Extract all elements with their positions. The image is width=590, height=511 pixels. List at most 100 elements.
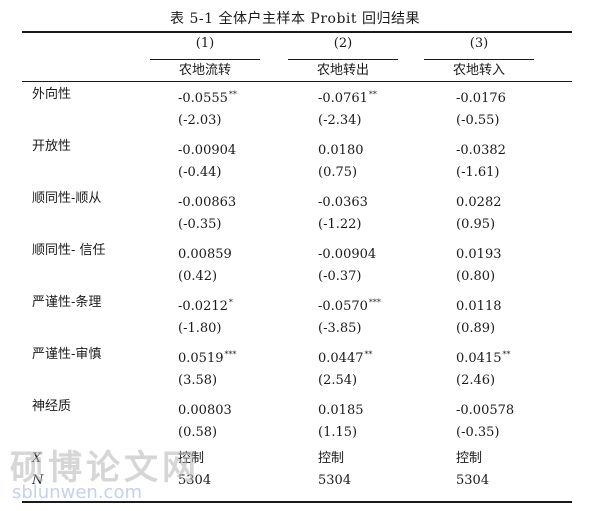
t-statistic: (-3.85)	[318, 321, 362, 336]
coefficient-value: 0.0180	[318, 143, 364, 158]
t-statistic: (-1.80)	[178, 321, 222, 336]
column-number-underline	[424, 59, 534, 60]
t-statistic: (2.54)	[318, 373, 358, 388]
coefficient-cell: -0.00863	[178, 191, 237, 211]
coefficient-value: -0.00904	[318, 247, 377, 262]
significance-stars: **	[502, 350, 511, 359]
column-header-1: 农地流转	[178, 63, 231, 78]
t-statistic: (0.75)	[318, 165, 358, 180]
column-number-1: (1)	[195, 36, 215, 51]
t-statistic: (-0.35)	[178, 217, 222, 232]
t-statistic: (-0.55)	[456, 113, 500, 128]
row-label: 顺同性- 信任	[32, 243, 106, 258]
significance-stars: **	[368, 90, 377, 99]
row-label: 严谨性-审慎	[32, 347, 102, 362]
coefficient-value: 0.00859	[178, 247, 232, 262]
coefficient-cell: -0.0382	[456, 139, 507, 159]
t-statistic: (0.42)	[178, 269, 218, 284]
coefficient-cell: -0.0570***	[318, 295, 381, 315]
coefficient-cell: -0.0176	[456, 87, 507, 107]
coefficient-cell: -0.00904	[178, 139, 237, 159]
coefficient-value: -0.0570	[318, 299, 368, 314]
row-label: 神经质	[32, 399, 72, 414]
coefficient-cell: 0.0282	[456, 191, 503, 211]
coefficient-value: -0.0761	[318, 91, 368, 106]
coefficient-cell: 0.0185	[318, 399, 365, 419]
coefficient-cell: -0.0761**	[318, 87, 377, 107]
column-number-underline	[150, 59, 260, 60]
coefficient-cell: 0.0519***	[178, 347, 237, 367]
controls-label: X	[32, 451, 42, 466]
row-label: 顺同性-顺从	[32, 191, 102, 206]
t-statistic: (0.80)	[456, 269, 496, 284]
coefficient-cell: -0.00578	[456, 399, 515, 419]
coefficient-cell: 0.0447**	[318, 347, 373, 367]
coefficient-value: 0.0118	[456, 299, 502, 314]
t-statistic: (-0.37)	[318, 269, 362, 284]
coefficient-value: -0.0363	[318, 195, 368, 210]
t-statistic: (2.46)	[456, 373, 496, 388]
column-header-2: 农地转出	[316, 63, 369, 78]
coefficient-cell: 0.0415**	[456, 347, 511, 367]
coefficient-value: 0.0415	[456, 351, 502, 366]
significance-stars: **	[364, 350, 373, 359]
coefficient-value: -0.00904	[178, 143, 237, 158]
coefficient-value: 0.0193	[456, 247, 502, 262]
coefficient-cell: 0.00859	[178, 243, 233, 263]
coefficient-value: -0.00863	[178, 195, 237, 210]
row-label: 严谨性-条理	[32, 295, 102, 310]
coefficient-cell: -0.00904	[318, 243, 377, 263]
column-number-2: (2)	[333, 36, 353, 51]
n-value: 5304	[178, 473, 212, 488]
t-statistic: (-0.35)	[456, 425, 500, 440]
n-label: N	[32, 473, 44, 488]
significance-stars: ***	[368, 298, 381, 307]
t-statistic: (0.58)	[178, 425, 218, 440]
column-number-3: (3)	[469, 36, 489, 51]
coefficient-value: 0.0519	[178, 351, 224, 366]
watermark-url: sblunwen.com	[12, 482, 142, 503]
t-statistic: (3.58)	[178, 373, 218, 388]
t-statistic: (-0.44)	[178, 165, 222, 180]
column-number-underline	[288, 59, 398, 60]
column-header-3: 农地转入	[452, 63, 505, 78]
table-caption: 表 5-1 全体户主样本 Probit 回归结果	[170, 11, 420, 27]
coefficient-value: -0.0382	[456, 143, 506, 158]
n-value: 5304	[318, 473, 352, 488]
coefficient-value: 0.0447	[318, 351, 364, 366]
coefficient-cell: -0.0363	[318, 191, 369, 211]
controls-value: 控制	[318, 451, 345, 466]
significance-stars: *	[228, 298, 233, 307]
t-statistic: (-2.03)	[178, 113, 222, 128]
significance-stars: ***	[224, 350, 237, 359]
row-label: 开放性	[32, 139, 72, 154]
coefficient-value: -0.0176	[456, 91, 506, 106]
t-statistic: (-1.61)	[456, 165, 500, 180]
header-rule	[22, 81, 572, 82]
coefficient-cell: 0.0118	[456, 295, 503, 315]
significance-stars: **	[228, 90, 237, 99]
coefficient-value: 0.00803	[178, 403, 232, 418]
controls-value: 控制	[178, 451, 205, 466]
coefficient-value: -0.00578	[456, 403, 515, 418]
coefficient-cell: 0.0180	[318, 139, 365, 159]
coefficient-cell: 0.00803	[178, 399, 233, 419]
coefficient-value: -0.0555	[178, 91, 228, 106]
controls-value: 控制	[456, 451, 483, 466]
t-statistic: (0.95)	[456, 217, 496, 232]
watermark-logo: 硕博论文网	[10, 448, 200, 488]
coefficient-cell: -0.0555**	[178, 87, 237, 107]
n-value: 5304	[456, 473, 490, 488]
coefficient-cell: 0.0193	[456, 243, 503, 263]
t-statistic: (0.89)	[456, 321, 496, 336]
coefficient-cell: -0.0212*	[178, 295, 233, 315]
coefficient-value: 0.0282	[456, 195, 502, 210]
bottom-rule	[22, 501, 572, 503]
row-label: 外向性	[32, 87, 72, 102]
coefficient-value: 0.0185	[318, 403, 364, 418]
t-statistic: (-1.22)	[318, 217, 362, 232]
top-rule	[22, 31, 572, 33]
t-statistic: (1.15)	[318, 425, 358, 440]
t-statistic: (-2.34)	[318, 113, 362, 128]
coefficient-value: -0.0212	[178, 299, 228, 314]
